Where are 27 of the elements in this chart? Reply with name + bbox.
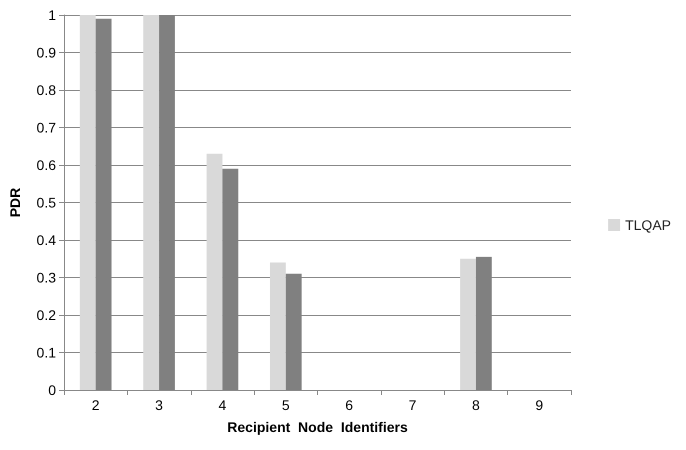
bar: [460, 258, 476, 390]
y-tick-label: 0.1: [36, 344, 56, 360]
x-tick-label: 5: [282, 397, 290, 413]
bar: [80, 15, 96, 390]
x-tick-label: 6: [345, 397, 354, 413]
x-tick-label: 8: [472, 397, 480, 413]
x-tick-label: 4: [218, 397, 227, 413]
legend-label: TLQAP: [625, 217, 672, 233]
x-tick-label: 7: [408, 397, 417, 413]
bar: [143, 15, 160, 390]
y-tick-label: 0.7: [36, 120, 56, 136]
y-tick-label: 0.6: [36, 157, 56, 173]
bar: [270, 262, 286, 390]
y-axis-title: PDR: [7, 188, 23, 218]
y-tick-label: 0.4: [36, 232, 56, 248]
y-tick-label: 1: [48, 7, 56, 23]
y-tick-label: 0.2: [36, 307, 56, 323]
y-tick-label: 0.5: [36, 194, 56, 210]
x-tick-label: 2: [92, 397, 100, 413]
y-tick-label: 0.9: [36, 44, 56, 60]
x-tick-label: 9: [535, 397, 544, 413]
x-tick-label: 3: [155, 397, 164, 413]
x-axis-title: Recipient Node Identifiers: [227, 419, 408, 435]
y-tick-label: 0: [48, 382, 56, 398]
bar: [206, 154, 222, 390]
y-tick-label: 0.3: [36, 270, 56, 286]
y-tick-label: 0.8: [36, 82, 56, 98]
